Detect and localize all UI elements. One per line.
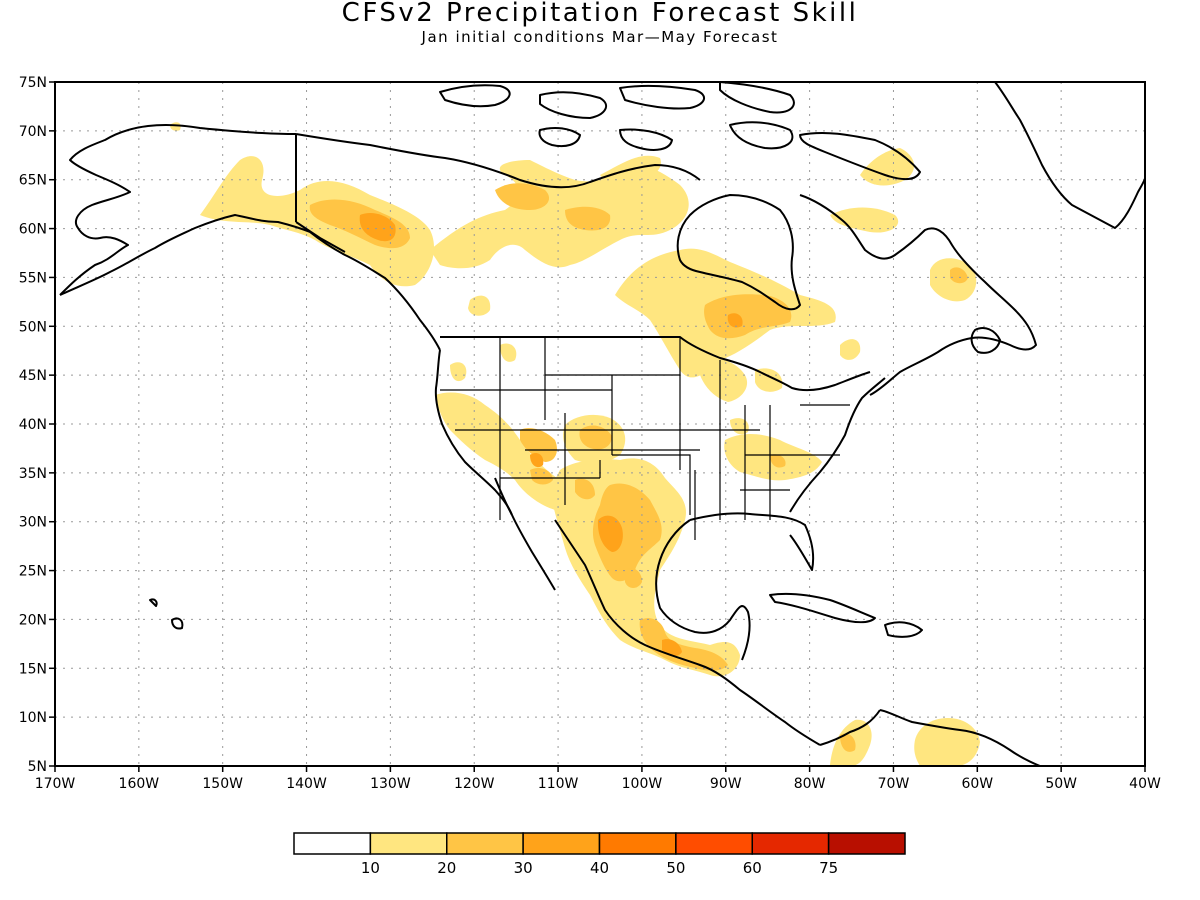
lon-tick-label: 120W <box>454 776 495 792</box>
lat-tick-label: 75N <box>19 75 47 91</box>
colorbar-swatch <box>751 832 830 855</box>
lat-tick-label: 55N <box>19 270 47 286</box>
skill-shading-level-30 <box>359 213 743 657</box>
colorbar-label: 30 <box>514 859 533 877</box>
lat-tick-label: 20N <box>19 612 47 628</box>
lon-tick-label: 150W <box>202 776 243 792</box>
colorbar: 10 20 30 40 50 60 75 <box>293 832 906 877</box>
lat-tick-label: 50N <box>19 319 47 335</box>
colorbar-label: 60 <box>743 859 762 877</box>
colorbar-label: 75 <box>819 859 838 877</box>
colorbar-swatch <box>675 832 753 855</box>
lat-tick-label: 70N <box>19 124 47 140</box>
colorbar-swatch <box>293 832 372 855</box>
lon-tick-label: 170W <box>35 776 76 792</box>
colorbar-swatch <box>522 832 601 855</box>
lon-tick-label: 80W <box>794 776 826 792</box>
lat-tick-label: 65N <box>19 173 47 189</box>
lon-tick-label: 130W <box>370 776 411 792</box>
colorbar-label: 40 <box>590 859 609 877</box>
colorbar-swatch <box>369 832 448 855</box>
state-borders <box>440 337 850 540</box>
lat-tick-label: 60N <box>19 222 47 238</box>
lon-tick-label: 100W <box>622 776 663 792</box>
latitude-labels: 5N 10N 15N 20N 25N 30N 35N 40N 45N 50N 55N 60N 65N 70… <box>19 75 47 775</box>
axis-ticks <box>49 81 1146 772</box>
colorbar-label: 50 <box>666 859 685 877</box>
colorbar-swatch <box>598 832 677 855</box>
colorbar-label: 20 <box>437 859 456 877</box>
lon-tick-label: 140W <box>286 776 327 792</box>
lon-tick-label: 60W <box>961 776 993 792</box>
lon-tick-label: 110W <box>538 776 579 792</box>
lat-tick-label: 10N <box>19 710 47 726</box>
lat-tick-label: 25N <box>19 564 47 580</box>
lat-tick-label: 35N <box>19 466 47 482</box>
lat-tick-label: 30N <box>19 515 47 531</box>
lon-tick-label: 40W <box>1129 776 1161 792</box>
map-subtitle: Jan initial conditions Mar—May Forecast <box>421 28 779 46</box>
lon-tick-label: 70W <box>878 776 910 792</box>
lon-tick-label: 90W <box>710 776 742 792</box>
colorbar-label: 10 <box>361 859 380 877</box>
colorbar-swatch <box>446 832 524 855</box>
colorbar-swatch <box>827 832 906 855</box>
map-title: CFSv2 Precipitation Forecast Skill <box>341 0 859 28</box>
skill-shading-level-20 <box>309 183 968 752</box>
lat-tick-label: 40N <box>19 417 47 433</box>
coastlines <box>59 81 1146 767</box>
lon-tick-label: 160W <box>119 776 160 792</box>
lat-tick-label: 45N <box>19 368 47 384</box>
lon-tick-label: 50W <box>1045 776 1077 792</box>
lat-tick-label: 5N <box>28 759 47 775</box>
lat-tick-label: 15N <box>19 661 47 677</box>
longitude-labels: 170W 160W 150W 140W 130W 120W 110W 100W 90W 80W 70… <box>35 776 1161 792</box>
